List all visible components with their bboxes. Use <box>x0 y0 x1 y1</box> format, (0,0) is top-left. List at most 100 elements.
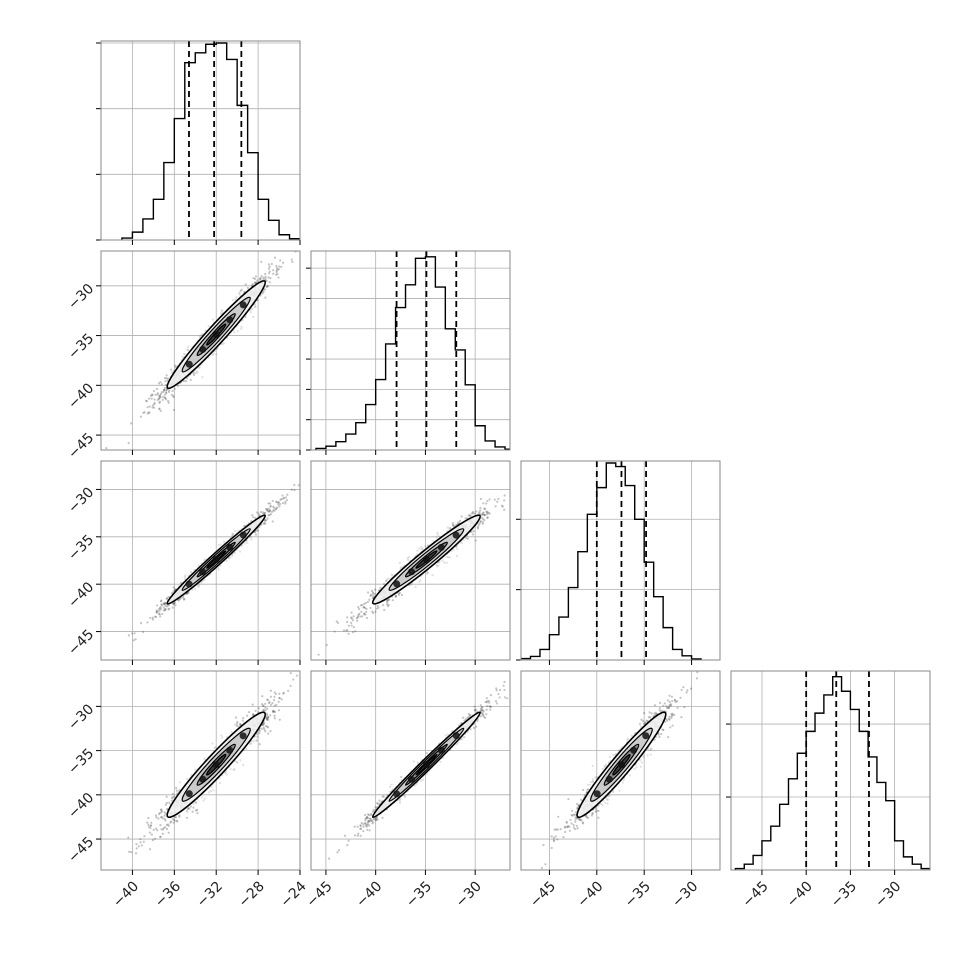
scatter-point <box>360 610 363 613</box>
scatter-point <box>473 512 477 515</box>
scatter-point <box>162 606 165 609</box>
scatter-point <box>350 624 353 627</box>
scatter-point <box>155 611 158 614</box>
scatter-point <box>262 290 265 293</box>
scatter-point <box>164 601 167 605</box>
scatter-point <box>297 248 299 250</box>
scatter-point <box>143 411 146 414</box>
scatter-point <box>165 391 168 394</box>
scatter-point <box>359 604 363 607</box>
scatter-point <box>200 581 203 584</box>
scatter-point <box>435 536 438 539</box>
scatter-point <box>220 309 223 312</box>
scatter-point <box>258 729 261 732</box>
scatter-point <box>196 371 199 374</box>
scatter-point <box>420 545 423 549</box>
scatter-point <box>149 616 152 620</box>
scatter-point <box>336 621 340 624</box>
scatter-point <box>236 725 240 728</box>
scatter-point <box>219 311 222 315</box>
scatter-point <box>275 266 279 270</box>
scatter-point <box>438 535 441 538</box>
scatter-point <box>179 581 183 585</box>
scatter-point <box>350 611 353 614</box>
scatter-point <box>368 598 371 601</box>
scatter-point <box>264 507 268 511</box>
scatter-point <box>173 819 176 822</box>
scatter-point <box>443 561 446 564</box>
scatter-point <box>457 521 460 524</box>
scatter-point <box>254 516 257 520</box>
scatter-point <box>161 612 164 616</box>
scatter-point <box>482 511 485 514</box>
scatter-point <box>441 559 444 562</box>
scatter-point <box>249 535 253 538</box>
scatter-point <box>193 587 197 591</box>
scatter-point <box>256 511 259 514</box>
scatter-point <box>245 714 249 717</box>
scatter-point <box>170 393 173 396</box>
scatter-point <box>203 757 206 760</box>
scatter-point <box>172 395 175 398</box>
scatter-point <box>139 415 143 418</box>
scatter-point <box>468 514 471 517</box>
scatter-point <box>357 613 360 616</box>
scatter-point <box>279 502 282 506</box>
scatter-point <box>148 405 151 408</box>
scatter-point <box>195 370 198 373</box>
scatter-point <box>381 604 385 607</box>
scatter-point <box>486 499 489 503</box>
scatter-point <box>276 506 279 509</box>
scatter-point <box>162 602 165 605</box>
scatter-point <box>409 583 413 586</box>
scatter-point <box>176 820 179 823</box>
scatter-point <box>143 835 146 838</box>
scatter-point <box>159 809 163 812</box>
scatter-point <box>363 606 367 610</box>
scatter-point <box>354 630 357 633</box>
scatter-point <box>173 387 176 391</box>
scatter-point <box>375 607 378 610</box>
scatter-point <box>139 622 143 625</box>
scatter-point <box>262 708 265 712</box>
scatter-point <box>275 270 278 274</box>
scatter-point <box>164 803 167 806</box>
scatter-point <box>267 272 271 275</box>
scatter-point <box>426 571 429 574</box>
scatter-point <box>267 263 271 266</box>
scatter-point <box>134 852 138 855</box>
scatter-point <box>168 607 171 610</box>
scatter-point <box>155 387 159 391</box>
scatter-point <box>162 602 166 605</box>
scatter-point <box>479 509 482 512</box>
scatter-point <box>240 288 243 291</box>
scatter-point <box>171 796 174 799</box>
scatter-point <box>279 259 282 262</box>
scatter-point <box>481 512 484 515</box>
scatter-point <box>269 277 272 280</box>
density-peak <box>239 301 247 309</box>
scatter-point <box>258 514 261 517</box>
scatter-point <box>147 397 151 400</box>
scatter-point <box>221 309 224 312</box>
scatter-point <box>342 629 346 632</box>
scatter-point <box>386 599 389 602</box>
scatter-point <box>178 815 181 818</box>
scatter-point <box>192 806 195 809</box>
scatter-point <box>253 277 256 281</box>
scatter-point <box>131 632 134 635</box>
histogram-panel-2 <box>306 251 510 451</box>
density-peak <box>199 568 207 576</box>
scatter-point <box>251 703 254 706</box>
scatter-point <box>249 536 252 539</box>
scatter-point <box>167 399 170 403</box>
scatter-point <box>425 572 429 575</box>
scatter-point <box>269 504 272 507</box>
scatter-point <box>231 298 234 302</box>
scatter-point <box>154 393 157 396</box>
scatter-point <box>485 510 488 513</box>
scatter-point <box>129 422 133 425</box>
scatter-point <box>223 540 226 543</box>
